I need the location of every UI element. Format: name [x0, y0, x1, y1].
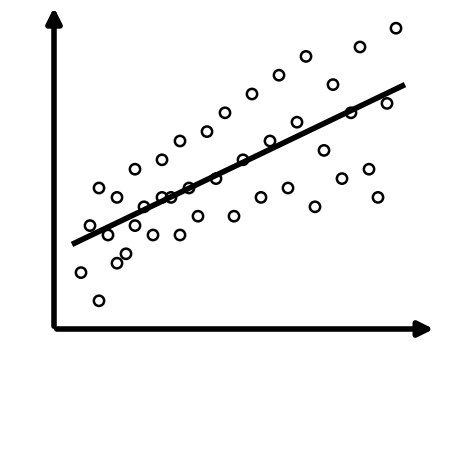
Point	[374, 194, 382, 201]
Point	[113, 194, 121, 201]
Point	[104, 231, 112, 239]
Point	[230, 212, 238, 220]
Point	[392, 24, 400, 32]
Point	[347, 109, 355, 117]
Point	[203, 128, 211, 135]
Point	[77, 269, 85, 276]
Point	[293, 118, 301, 126]
Point	[302, 53, 310, 60]
Point	[266, 137, 274, 145]
Point	[86, 222, 94, 229]
Point	[311, 203, 319, 211]
Point	[365, 165, 373, 173]
Point	[140, 203, 148, 211]
Point	[221, 109, 229, 117]
Point	[257, 194, 265, 201]
Point	[95, 184, 103, 192]
Point	[122, 250, 130, 258]
Point	[284, 184, 292, 192]
Point	[383, 100, 391, 107]
Point	[356, 43, 364, 51]
Point	[248, 90, 256, 98]
Point	[131, 165, 139, 173]
Point	[329, 81, 337, 88]
Point	[131, 222, 139, 229]
Point	[194, 212, 202, 220]
Point	[167, 194, 175, 201]
Point	[338, 175, 346, 182]
Point	[176, 137, 184, 145]
Point	[158, 156, 166, 164]
Point	[275, 71, 283, 79]
Point	[212, 175, 220, 182]
Point	[176, 231, 184, 239]
Point	[95, 297, 103, 305]
Point	[113, 259, 121, 267]
Point	[149, 231, 157, 239]
Point	[239, 156, 247, 164]
Point	[158, 194, 166, 201]
Point	[185, 184, 193, 192]
Point	[320, 147, 328, 154]
